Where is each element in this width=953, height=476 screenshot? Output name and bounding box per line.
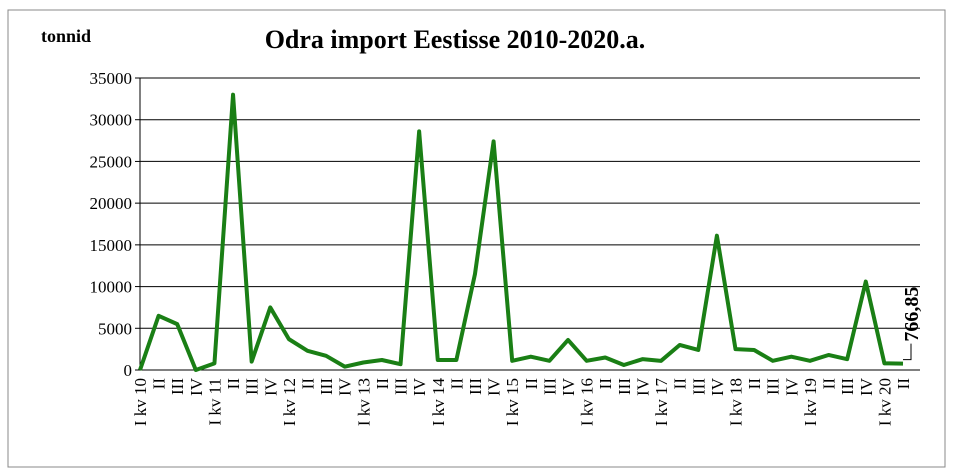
y-tick-label: 10000 [90,278,133,297]
y-tick-label: 35000 [90,69,133,88]
x-tick-label: II [894,378,913,390]
y-tick-label: 5000 [98,319,132,338]
x-tick-label: I kv 17 [652,378,671,427]
x-tick-label: IV [782,377,801,396]
x-tick-label: III [243,378,262,395]
x-tick-label: I kv 11 [205,378,224,426]
x-tick-label: III [838,378,857,395]
data-label: 766,85 [901,287,923,342]
x-tick-label: IV [485,377,504,396]
x-tick-label: II [373,378,392,390]
chart-title: Odra import Eestisse 2010-2020.a. [265,25,646,54]
x-tick-label: II [150,378,169,390]
y-tick-label: 0 [124,361,133,380]
x-tick-label: II [447,378,466,390]
chart-frame [7,9,946,468]
x-tick-label: II [224,378,243,390]
x-tick-label: IV [708,377,727,396]
x-tick-label: IV [187,377,206,396]
x-tick-label: IV [336,377,355,396]
x-tick-label: II [298,378,317,390]
y-tick-label: 15000 [90,236,133,255]
x-tick-label: I kv 15 [503,378,522,426]
x-tick-label: IV [559,377,578,396]
x-tick-label: IV [410,377,429,396]
x-tick-label: II [671,378,690,390]
x-tick-label: III [168,378,187,395]
x-tick-label: I kv 16 [578,378,597,426]
x-tick-label: IV [857,377,876,396]
line-series [138,92,904,372]
x-tick-label: III [466,378,485,395]
x-tick-label: III [317,378,336,395]
x-tick-label: I kv 20 [875,378,894,426]
x-tick-label: II [522,378,541,390]
x-tick-label: III [615,378,634,395]
x-tick-label: II [596,378,615,390]
x-tick-label: I kv 10 [131,378,150,426]
y-tick-label: 20000 [90,194,133,213]
leader-line [903,343,912,361]
x-tick-label: IV [261,377,280,396]
x-tick-label: I kv 12 [280,378,299,426]
x-tick-label: I kv 19 [801,378,820,426]
x-tick-label: IV [633,377,652,396]
x-tick-label: III [689,378,708,395]
x-tick-label: II [745,378,764,390]
y-axis-label: tonnid [41,26,91,46]
x-tick-label: III [764,378,783,395]
x-tick-label: III [540,378,559,395]
x-tick-label: I kv 13 [354,378,373,426]
x-tick-label: II [820,378,839,390]
y-tick-label: 30000 [90,111,133,130]
y-tick-label: 25000 [90,152,133,171]
x-tick-label: I kv 18 [727,378,746,426]
x-tick-label: I kv 14 [429,378,448,427]
x-tick-label: III [392,378,411,395]
